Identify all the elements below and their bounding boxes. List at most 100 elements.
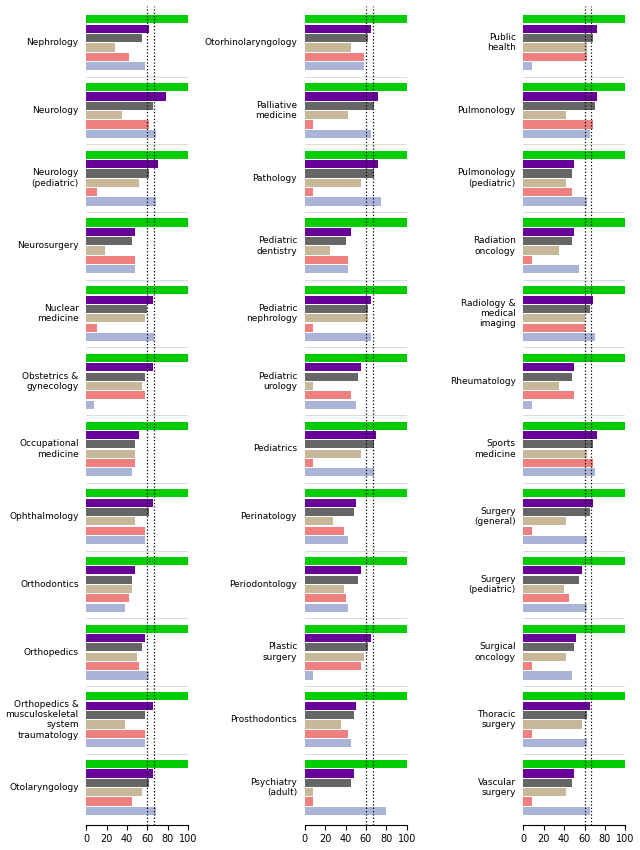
Bar <box>305 450 361 457</box>
Bar <box>524 760 625 768</box>
Bar <box>305 653 364 660</box>
Bar <box>86 468 132 476</box>
Bar <box>524 93 596 100</box>
Bar <box>305 218 407 227</box>
Bar <box>305 246 330 255</box>
Bar <box>86 363 152 371</box>
Bar <box>305 83 407 91</box>
Bar <box>524 382 559 390</box>
Bar <box>524 693 625 700</box>
Bar <box>524 197 586 206</box>
Bar <box>86 431 140 439</box>
Bar <box>305 779 351 787</box>
Bar <box>524 662 532 670</box>
Bar <box>305 711 354 719</box>
Bar <box>305 769 354 778</box>
Bar <box>524 711 586 719</box>
Bar <box>305 468 374 476</box>
Bar <box>86 197 156 206</box>
Bar <box>86 121 150 128</box>
Bar <box>305 625 407 632</box>
Bar <box>86 265 135 274</box>
Bar <box>524 121 593 128</box>
Bar <box>524 527 532 535</box>
Bar <box>524 305 589 313</box>
Bar <box>524 25 596 33</box>
Bar <box>524 324 584 332</box>
Bar <box>86 672 150 679</box>
Bar <box>305 527 344 535</box>
Bar <box>305 130 371 138</box>
Bar <box>524 218 625 227</box>
Bar <box>305 188 313 196</box>
Bar <box>524 702 589 710</box>
Bar <box>524 594 569 603</box>
Bar <box>305 256 348 264</box>
Bar <box>86 324 97 332</box>
Bar <box>524 83 625 91</box>
Bar <box>305 237 346 246</box>
Bar <box>305 740 351 747</box>
Bar <box>305 760 407 768</box>
Bar <box>524 807 589 815</box>
Bar <box>524 188 572 196</box>
Bar <box>305 643 368 651</box>
Bar <box>86 440 135 449</box>
Bar <box>524 256 532 264</box>
Bar <box>86 83 188 91</box>
Bar <box>86 93 166 100</box>
Bar <box>86 314 145 322</box>
Bar <box>524 265 579 274</box>
Bar <box>86 286 188 294</box>
Bar <box>86 625 188 632</box>
Bar <box>86 391 145 399</box>
Bar <box>524 354 625 362</box>
Bar <box>86 25 150 33</box>
Bar <box>524 490 625 497</box>
Bar <box>524 730 532 738</box>
Bar <box>86 499 152 507</box>
Bar <box>305 178 361 187</box>
Bar <box>305 150 407 159</box>
Bar <box>524 53 586 61</box>
Bar <box>305 391 351 399</box>
Bar <box>524 363 574 371</box>
Bar <box>524 721 582 728</box>
Bar <box>305 363 361 371</box>
Bar <box>86 566 135 575</box>
Bar <box>86 256 135 264</box>
Bar <box>305 499 356 507</box>
Bar <box>305 594 346 603</box>
Bar <box>524 508 589 516</box>
Bar <box>86 160 157 168</box>
Bar <box>86 130 156 138</box>
Bar <box>305 286 407 294</box>
Bar <box>524 625 625 632</box>
Bar <box>524 178 566 187</box>
Bar <box>305 296 371 303</box>
Bar <box>305 354 407 362</box>
Bar <box>305 111 348 119</box>
Bar <box>86 333 154 341</box>
Bar <box>86 372 145 381</box>
Bar <box>524 468 595 476</box>
Bar <box>524 372 572 381</box>
Bar <box>86 150 188 159</box>
Bar <box>305 440 374 449</box>
Bar <box>305 508 354 516</box>
Bar <box>305 604 348 612</box>
Bar <box>524 111 566 119</box>
Bar <box>524 634 577 642</box>
Bar <box>86 15 188 24</box>
Bar <box>86 218 188 227</box>
Bar <box>86 779 150 787</box>
Bar <box>524 431 596 439</box>
Bar <box>86 508 150 516</box>
Bar <box>86 382 142 390</box>
Bar <box>86 62 145 71</box>
Bar <box>305 662 361 670</box>
Bar <box>86 760 188 768</box>
Bar <box>305 431 376 439</box>
Bar <box>86 450 135 457</box>
Bar <box>524 672 572 679</box>
